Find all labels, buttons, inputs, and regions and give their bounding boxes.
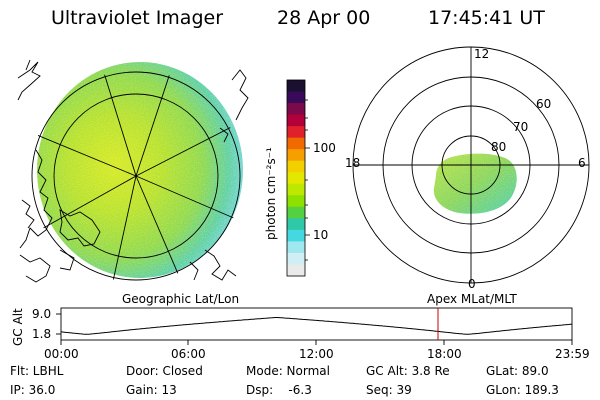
orbit-x-ticks (56, 313, 573, 345)
footer-seq: Seq: 39 (366, 383, 412, 397)
colorbar-band (287, 160, 305, 173)
colorbar-band (287, 252, 305, 266)
colorbar-tick-10: 10 (313, 228, 329, 242)
colorbar (286, 79, 310, 277)
footer-flt: Flt: LBHL (10, 364, 64, 378)
mlt-label-18: 18 (345, 156, 361, 170)
colorbar-ticks (305, 99, 310, 261)
colorbar-gradient (287, 80, 305, 277)
colorbar-band (287, 91, 305, 104)
apex-caption: Apex MLat/MLT (427, 292, 517, 306)
footer-door: Door: Closed (126, 364, 203, 378)
geographic-image (17, 59, 249, 283)
colorbar-unit-label: photon cm⁻²s⁻¹ (264, 147, 278, 240)
footer-glat: GLat: 89.0 (486, 364, 549, 378)
footer-gain: Gain: 13 (126, 383, 177, 397)
orbit-x-tick-0600: 06:00 (171, 347, 206, 361)
mlat-label-80: 80 (491, 140, 507, 154)
orbit-x-tick-1800: 18:00 (427, 347, 462, 361)
orbit-x-tick-0000: 00:00 (44, 347, 79, 361)
orbit-x-tick-2359: 23:59 (555, 347, 590, 361)
lat-lon-grid (30, 70, 242, 282)
colorbar-band (287, 103, 305, 116)
orbit-y-tick-min: 1.8 (32, 327, 52, 341)
orbit-x-tick-1200: 12:00 (299, 347, 334, 361)
colorbar-band (287, 206, 305, 219)
polar-plot (352, 46, 590, 284)
footer-ip: IP: 36.0 (10, 383, 56, 397)
colorbar-band (287, 218, 305, 231)
colorbar-band (287, 149, 305, 162)
mlt-label-6: 6 (578, 156, 586, 170)
orbit-y-label: GC Alt (11, 308, 25, 346)
colorbar-band (287, 229, 305, 243)
footer-glon: GLon: 189.3 (486, 383, 559, 397)
orbit-y-tick-max: 9.0 (32, 307, 52, 321)
orbit-altitude-curve (60, 317, 573, 335)
colorbar-band (287, 126, 305, 139)
mlt-label-0: 0 (468, 277, 476, 291)
colorbar-band (287, 137, 305, 150)
footer-dsp: Dsp: -6.3 (246, 383, 312, 397)
colorbar-band (287, 264, 305, 277)
colorbar-band (287, 80, 305, 93)
colorbar-tick-100: 100 (313, 141, 336, 155)
footer-gc-alt: GC Alt: 3.8 Re (366, 364, 450, 378)
coastlines (17, 59, 249, 283)
polar-grid (352, 46, 590, 284)
colorbar-band (287, 183, 305, 196)
colorbar-band (287, 241, 305, 254)
mlt-label-12: 12 (474, 47, 490, 61)
observation-date: 28 Apr 00 (277, 7, 371, 29)
observation-time: 17:45:41 UT (428, 7, 545, 29)
footer-mode: Mode: Normal (246, 364, 330, 378)
colorbar-band (287, 195, 305, 208)
mlat-label-70: 70 (513, 120, 529, 134)
colorbar-band (287, 172, 305, 185)
orbit-panel (56, 307, 573, 345)
geographic-caption: Geographic Lat/Lon (122, 292, 240, 306)
colorbar-band (287, 114, 305, 127)
mlat-label-60: 60 (536, 97, 552, 111)
instrument-title: Ultraviolet Imager (51, 7, 224, 29)
